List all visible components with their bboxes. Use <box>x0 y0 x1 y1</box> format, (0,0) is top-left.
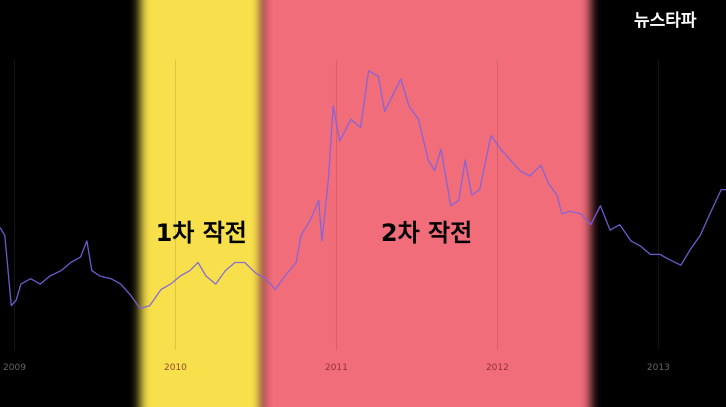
x-tick-label: 2010 <box>164 363 187 373</box>
x-tick-label: 2013 <box>647 363 670 373</box>
highlight-band <box>262 0 591 407</box>
band-label: 2차 작전 <box>381 219 472 247</box>
x-tick-label: 2012 <box>486 363 509 373</box>
x-tick-label: 2011 <box>325 363 348 373</box>
x-tick-label: 2009 <box>3 363 26 373</box>
band-label: 1차 작전 <box>156 219 247 247</box>
price-line <box>0 70 726 310</box>
highlight-band <box>140 0 263 407</box>
logo: 뉴스타파 <box>634 11 697 31</box>
